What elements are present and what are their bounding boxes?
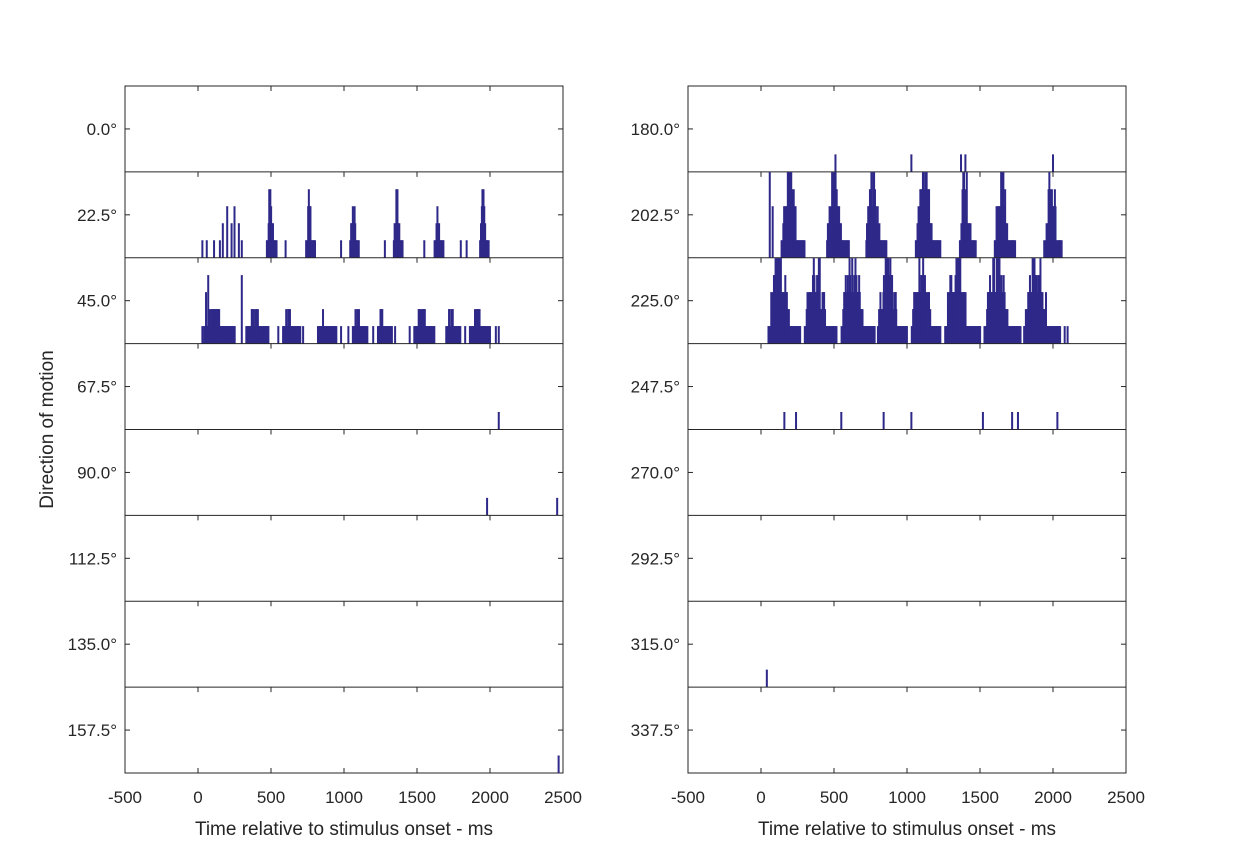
- raster-row: 112.5°: [69, 514, 564, 568]
- raster-row: 202.5°: [631, 171, 1127, 258]
- x-tick-label: 500: [257, 788, 285, 807]
- row-label: 180.0°: [631, 120, 680, 139]
- row-label: 247.5°: [631, 378, 680, 397]
- raster-row: 67.5°: [77, 343, 564, 430]
- raster-row: 157.5°: [68, 686, 564, 773]
- raster-row: 90.0°: [77, 429, 564, 516]
- row-label: 292.5°: [631, 549, 680, 568]
- x-tick-label: 2000: [1034, 788, 1072, 807]
- row-label: 157.5°: [68, 721, 117, 740]
- raster-row: 22.5°: [77, 171, 564, 258]
- x-tick-label: 1000: [325, 788, 363, 807]
- raster-row: 45.0°: [77, 257, 564, 344]
- row-label: 22.5°: [77, 206, 117, 225]
- x-axis-title: Time relative to stimulus onset - ms: [195, 819, 493, 840]
- x-tick-label: 2500: [1107, 788, 1145, 807]
- raster-row: 292.5°: [631, 514, 1127, 568]
- raster-row: 315.0°: [631, 600, 1127, 688]
- x-tick-label: 0: [756, 788, 765, 807]
- x-tick-label: -500: [671, 788, 705, 807]
- y-axis-title: Direction of motion: [37, 350, 58, 508]
- row-label: 45.0°: [77, 292, 117, 311]
- x-tick-label: 1500: [961, 788, 999, 807]
- row-label: 0.0°: [87, 120, 117, 139]
- x-tick-label: 0: [193, 788, 202, 807]
- x-tick-label: -500: [108, 788, 142, 807]
- raster-row: 337.5°: [631, 686, 1127, 740]
- x-tick-label: 1000: [888, 788, 926, 807]
- row-label: 90.0°: [77, 463, 117, 482]
- raster-row: 0.0°: [87, 86, 564, 139]
- raster-panel-right: -500 0 500 1000 1500 2000 2500 Time relative to…: [631, 85, 1145, 840]
- raster-row: 225.0°: [631, 257, 1127, 344]
- row-label: 315.0°: [631, 635, 680, 654]
- raster-row: 270.0°: [631, 429, 1127, 482]
- row-label: 270.0°: [631, 463, 680, 482]
- row-label: 337.5°: [631, 721, 680, 740]
- x-tick-label: 2000: [471, 788, 509, 807]
- x-tick-label: 2500: [544, 788, 582, 807]
- row-label: 202.5°: [631, 206, 680, 225]
- row-label: 225.0°: [631, 292, 680, 311]
- x-tick-label: 500: [820, 788, 848, 807]
- raster-row: 247.5°: [631, 343, 1127, 430]
- raster-row: 180.0°: [631, 86, 1127, 172]
- row-label: 135.0°: [68, 635, 117, 654]
- x-axis-title: Time relative to stimulus onset - ms: [758, 819, 1056, 840]
- raster-panel-left: -500 0 500 1000 1500 2000 2500 Time relative to…: [37, 85, 582, 840]
- raster-row: 135.0°: [68, 600, 564, 654]
- x-tick-label: 1500: [398, 788, 436, 807]
- row-label: 67.5°: [77, 378, 117, 397]
- row-label: 112.5°: [69, 549, 117, 568]
